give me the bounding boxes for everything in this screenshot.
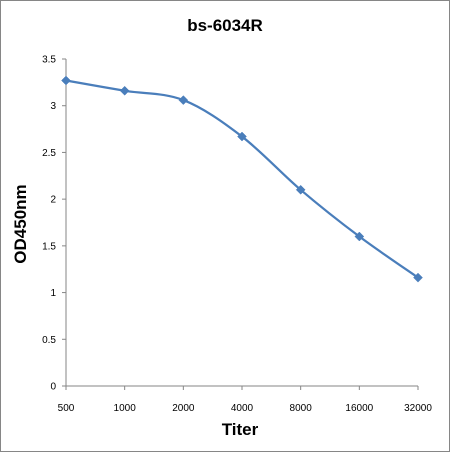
data-point-marker xyxy=(354,231,365,242)
y-tick-label: 1 xyxy=(50,288,56,299)
data-point-marker xyxy=(61,75,71,86)
data-point-marker xyxy=(295,184,306,195)
series-markers xyxy=(61,75,423,283)
data-point-marker xyxy=(178,95,189,105)
y-tick-labels: 0 0.5 1 1.5 2 2.5 3 3.5 xyxy=(42,55,66,393)
x-tick-label: 1000 xyxy=(114,403,137,414)
data-point-marker xyxy=(413,272,423,283)
x-tick-label: 32000 xyxy=(404,403,432,414)
x-tick-label: 8000 xyxy=(290,403,313,414)
y-axis-label: OD450nm xyxy=(11,184,30,263)
series-line xyxy=(65,79,419,279)
x-tick-label: 16000 xyxy=(345,403,373,414)
x-tick-label: 500 xyxy=(58,403,75,414)
chart-title: bs-6034R xyxy=(187,16,263,35)
data-point-marker xyxy=(119,85,130,96)
data-point-marker xyxy=(237,131,247,142)
x-axis-label: Titer xyxy=(222,420,259,439)
y-tick-label: 3.5 xyxy=(42,55,56,66)
y-tick-label: 0 xyxy=(50,382,56,393)
y-tick-label: 2.5 xyxy=(42,148,56,159)
x-tick-label: 4000 xyxy=(231,403,254,414)
y-tick-label: 3 xyxy=(50,101,56,112)
axes xyxy=(65,59,418,387)
y-tick-label: 2 xyxy=(50,195,56,206)
x-tick-labels: 500 1000 2000 4000 8000 16000 32000 xyxy=(58,386,432,414)
series-path xyxy=(65,79,419,279)
y-tick-label: 0.5 xyxy=(42,335,56,346)
y-tick-label: 1.5 xyxy=(42,241,56,252)
x-tick-label: 2000 xyxy=(172,403,195,414)
